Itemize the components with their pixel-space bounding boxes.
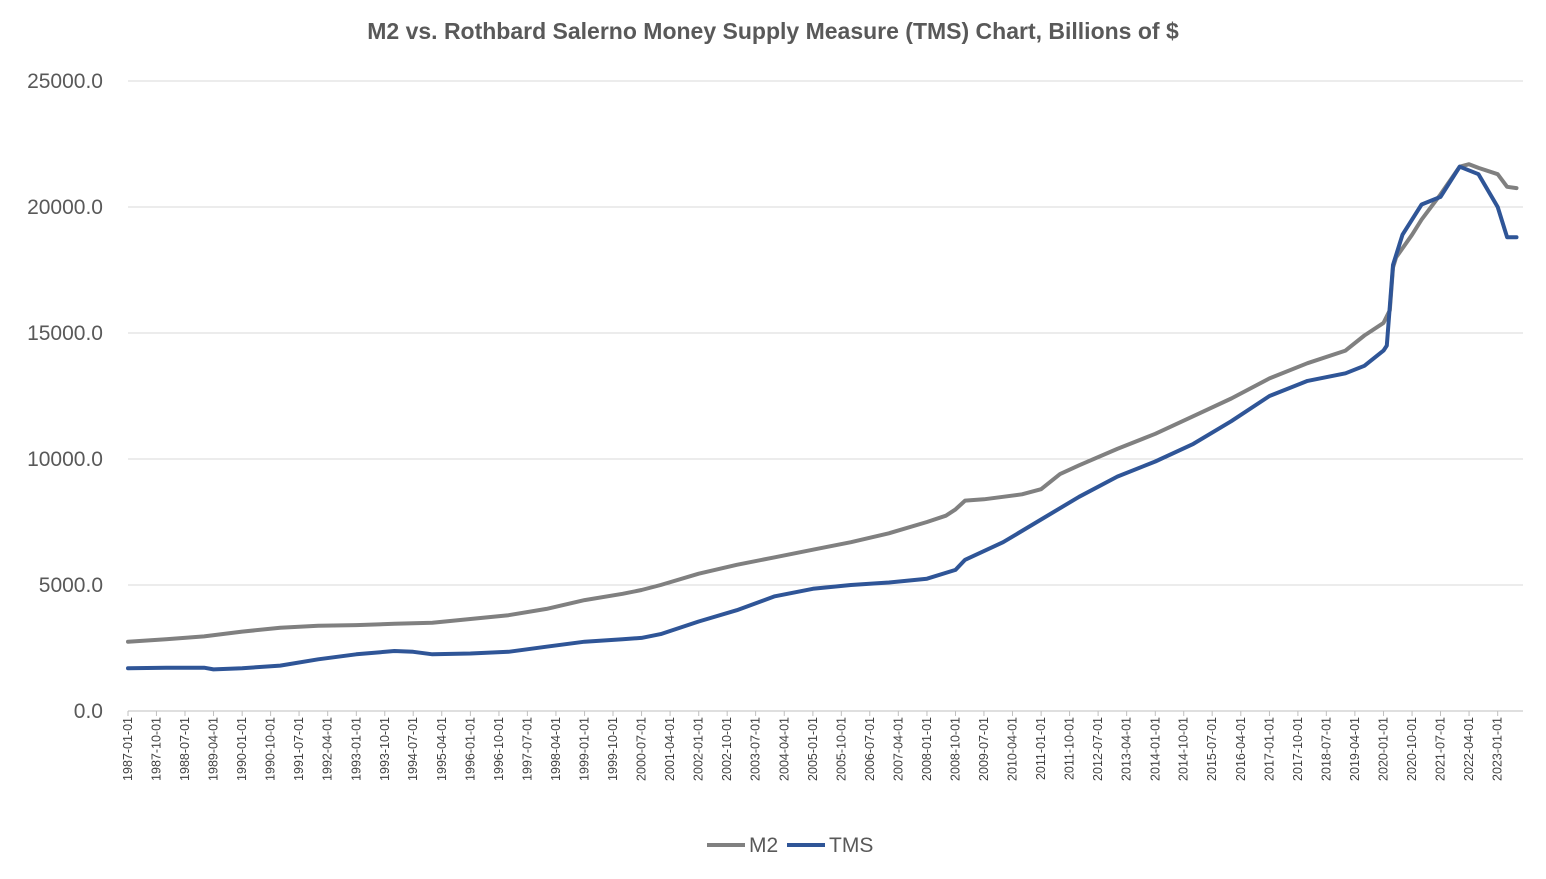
grid-layer <box>128 80 1523 712</box>
x-tick-label: 2008-10-01 <box>949 717 963 781</box>
y-tick-label: 15000.0 <box>27 322 103 345</box>
x-tick-label: 2012-07-01 <box>1091 717 1105 781</box>
x-tick-label: 2017-10-01 <box>1291 717 1305 781</box>
x-tick-label: 2001-04-01 <box>663 717 677 781</box>
x-tick-label: 2008-01-01 <box>920 717 934 781</box>
x-tick-label: 1990-01-01 <box>235 717 249 781</box>
x-tick-label: 2006-07-01 <box>863 717 877 781</box>
series-layer <box>126 162 1519 672</box>
x-tick-label: 1993-01-01 <box>349 717 363 781</box>
x-tick-label: 2004-04-01 <box>777 717 791 781</box>
x-tick-label: 2003-07-01 <box>749 717 763 781</box>
x-tick-label: 1989-04-01 <box>207 717 221 781</box>
x-tick-label: 1994-07-01 <box>406 717 420 781</box>
x-tick-label: 1995-04-01 <box>435 717 449 781</box>
x-tick-label: 2016-04-01 <box>1234 717 1248 781</box>
y-tick-label: 25000.0 <box>27 70 103 93</box>
x-tick-label: 1991-07-01 <box>292 717 306 781</box>
x-tick-label: 1996-01-01 <box>463 717 477 781</box>
series-line-tms <box>126 164 1519 672</box>
x-tick-label: 2020-10-01 <box>1405 717 1419 781</box>
x-tick-label: 2002-10-01 <box>720 717 734 781</box>
x-tick-label: 1996-10-01 <box>492 717 506 781</box>
x-tick-label: 2015-07-01 <box>1205 717 1219 781</box>
x-tick-label: 1987-10-01 <box>149 717 163 781</box>
y-tick-label: 20000.0 <box>27 196 103 219</box>
x-tick-label: 1999-01-01 <box>578 717 592 781</box>
x-tick-label: 1992-04-01 <box>321 717 335 781</box>
x-tick-label: 2014-10-01 <box>1177 717 1191 781</box>
x-tick-label: 1997-07-01 <box>520 717 534 781</box>
series-line-m2 <box>126 162 1519 644</box>
x-tick-label: 2017-01-01 <box>1262 717 1276 781</box>
x-tick-label: 2007-04-01 <box>891 717 905 781</box>
x-tick-label: 1987-01-01 <box>121 717 135 781</box>
x-tick-label: 2022-04-01 <box>1462 717 1476 781</box>
y-tick-label: 0.0 <box>74 700 103 723</box>
x-tick-label: 2013-04-01 <box>1120 717 1134 781</box>
x-tick-label: 2021-07-01 <box>1434 717 1448 781</box>
x-tick-label: 2000-07-01 <box>635 717 649 781</box>
x-tick-label: 1990-10-01 <box>264 717 278 781</box>
x-tick-label: 2023-01-01 <box>1491 717 1505 781</box>
x-tick-label: 1999-10-01 <box>606 717 620 781</box>
x-tick-label: 2009-07-01 <box>977 717 991 781</box>
x-tick-label: 2011-01-01 <box>1034 717 1048 780</box>
x-tick-label: 2010-04-01 <box>1005 717 1019 781</box>
x-tick-label: 2019-04-01 <box>1348 717 1362 781</box>
y-tick-label: 5000.0 <box>39 574 103 597</box>
x-tick-label: 2014-01-01 <box>1148 717 1162 781</box>
legend-label-m2: M2 <box>749 834 778 857</box>
x-tick-label: 2018-07-01 <box>1319 717 1333 781</box>
x-tick-label: 1988-07-01 <box>178 717 192 781</box>
x-tick-label: 2011-10-01 <box>1063 717 1077 780</box>
chart-title: M2 vs. Rothbard Salerno Money Supply Mea… <box>367 18 1179 44</box>
y-tick-label: 10000.0 <box>27 448 103 471</box>
legend: M2 TMS <box>707 834 873 857</box>
x-tick-label: 2020-01-01 <box>1377 717 1391 781</box>
x-tick-label: 1993-10-01 <box>378 717 392 781</box>
x-tick-label: 2005-01-01 <box>806 717 820 781</box>
x-tick-label: 2005-10-01 <box>834 717 848 781</box>
x-tick-label: 2002-01-01 <box>692 717 706 781</box>
legend-label-tms: TMS <box>829 834 873 857</box>
x-axis-labels: 1987-01-01 1987-10-01 1988-07-01 1989-04-01… <box>121 711 1505 781</box>
x-tick-label: 1998-04-01 <box>549 717 563 781</box>
y-axis-labels: 0.0 5000.0 10000.0 15000.0 20000.0 25000.0 <box>27 70 103 723</box>
